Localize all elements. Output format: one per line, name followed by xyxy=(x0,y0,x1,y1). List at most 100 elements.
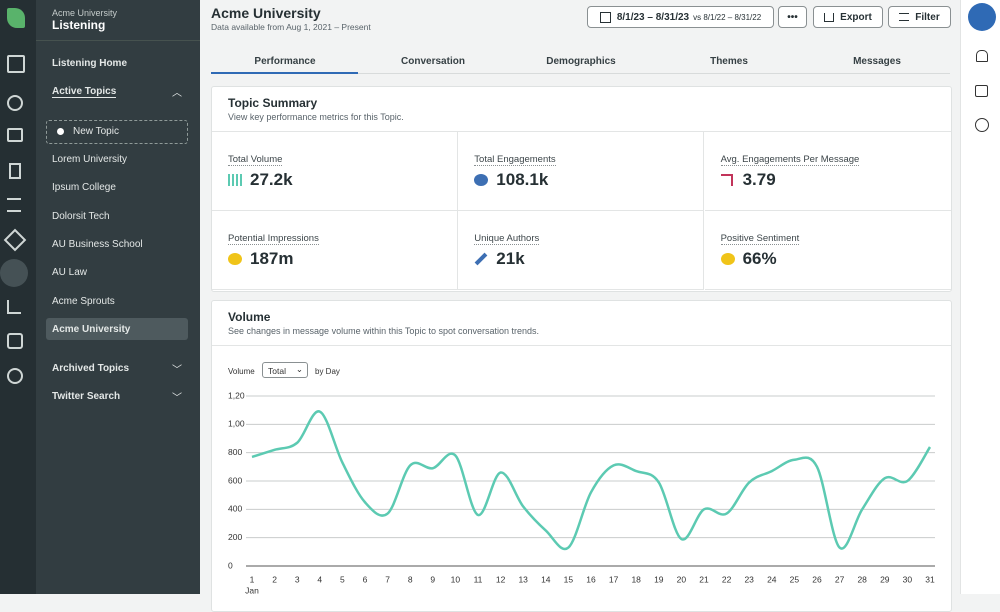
volume-select[interactable]: Total ⌄ xyxy=(262,362,308,378)
metric-label: Total Volume xyxy=(228,154,283,166)
x-tick-label: 24 xyxy=(767,574,777,584)
filter-icon xyxy=(899,13,910,21)
x-tick-label: 18 xyxy=(631,574,641,584)
chevron: ⌄ xyxy=(295,364,303,374)
topic-link[interactable]: Dolorsit Tech xyxy=(52,210,110,222)
metric-icon xyxy=(228,174,242,186)
nav-icon[interactable] xyxy=(7,333,23,349)
volume-line xyxy=(251,410,932,551)
y-tick-label: 1,20 xyxy=(228,390,245,400)
control-label: Volume xyxy=(228,367,255,376)
nav-icon[interactable] xyxy=(9,163,21,179)
new-topic-label: New Topic xyxy=(73,126,119,137)
chevron[interactable]: ﹀ xyxy=(172,393,182,404)
x-tick-label: 22 xyxy=(722,574,732,584)
y-tick-label: 0 xyxy=(228,560,233,570)
metric-icon xyxy=(474,174,489,186)
y-tick-label: 1,00 xyxy=(228,419,245,429)
x-tick-label: 25 xyxy=(790,574,800,584)
x-tick-label: 20 xyxy=(677,574,687,584)
date-range-button[interactable]: 8/1/23 – 8/31/23 vs 8/1/22 – 8/31/22 xyxy=(587,6,774,28)
compose-button[interactable] xyxy=(968,3,996,31)
sidebar-title: Listening xyxy=(52,18,106,32)
page-title: Acme University xyxy=(211,5,321,21)
x-tick-label: 3 xyxy=(295,574,300,584)
x-tick-label: 30 xyxy=(903,574,913,584)
x-tick-label: 16 xyxy=(586,574,596,584)
x-tick-label: 10 xyxy=(451,574,461,584)
nav-link[interactable]: Archived Topics xyxy=(52,363,130,374)
right-rail xyxy=(960,0,1000,594)
export-label: Export xyxy=(840,11,872,23)
topic-selected-bg xyxy=(46,317,188,340)
tab[interactable]: Conversation xyxy=(401,56,465,67)
metric-cell: Unique Authors 21k xyxy=(458,211,705,290)
x-tick-label: 11 xyxy=(474,574,483,584)
x-tick-label: 9 xyxy=(430,574,435,584)
icon-rail xyxy=(0,0,36,594)
topic-link[interactable]: Ipsum College xyxy=(52,182,116,194)
topic-link[interactable]: AU Business School xyxy=(52,238,143,250)
chevron[interactable]: ︿ xyxy=(172,88,182,99)
messages-button[interactable] xyxy=(975,85,988,97)
tab[interactable]: Performance xyxy=(254,56,316,67)
metric-cell: Total Engagements 108.1k xyxy=(458,132,705,211)
topic-link[interactable]: Acme University xyxy=(52,323,131,335)
card-title: Volume xyxy=(228,310,271,324)
x-tick-label: 17 xyxy=(609,574,619,584)
nav-icon[interactable] xyxy=(7,95,23,111)
logo xyxy=(7,8,25,28)
export-button[interactable]: Export xyxy=(813,6,883,28)
nav-link[interactable]: Active Topics xyxy=(52,86,117,98)
notifications-button[interactable] xyxy=(976,50,988,62)
metric-value: 187m xyxy=(250,249,294,268)
y-tick-label: 200 xyxy=(228,532,242,542)
metric-label: Avg. Engagements Per Message xyxy=(720,154,860,166)
nav-icon[interactable] xyxy=(7,198,21,212)
metric-cell: Positive Sentiment 66% xyxy=(704,211,951,290)
card-title: Topic Summary xyxy=(228,96,318,110)
nav-icon[interactable] xyxy=(7,368,23,384)
select-value: Total xyxy=(268,366,286,376)
by-label: by Day xyxy=(315,367,340,376)
tab[interactable]: Messages xyxy=(853,56,901,67)
new-topic-button[interactable]: New Topic xyxy=(46,120,188,144)
tab[interactable]: Themes xyxy=(710,56,748,67)
divider xyxy=(36,40,200,41)
active-tab-indicator xyxy=(211,72,358,74)
nav-icon[interactable] xyxy=(7,128,23,142)
y-tick-label: 800 xyxy=(228,447,242,457)
calendar-icon xyxy=(599,11,611,23)
nav-link[interactable]: Twitter Search xyxy=(52,391,121,402)
metric-cell: Potential Impressions 187m xyxy=(212,211,458,290)
card-subtitle: See changes in message volume within thi… xyxy=(228,326,540,336)
nav-link[interactable]: Listening Home xyxy=(52,58,128,69)
card-subtitle: View key performance metrics for this To… xyxy=(228,112,404,122)
nav-icon[interactable] xyxy=(7,55,25,73)
x-tick-label: 19 xyxy=(654,574,664,584)
more-button[interactable]: ••• xyxy=(778,6,807,28)
topic-link[interactable]: Acme Sprouts xyxy=(52,295,115,307)
x-tick-label: 7 xyxy=(385,574,390,584)
help-button[interactable] xyxy=(975,118,989,132)
tabs-divider xyxy=(211,73,950,74)
metric-cell: Avg. Engagements Per Message 3.79 xyxy=(704,132,951,211)
nav-icon-active[interactable] xyxy=(0,259,28,287)
compare-range: vs 8/1/22 – 8/31/22 xyxy=(693,12,762,22)
x-tick-label: 27 xyxy=(835,574,845,584)
filter-button[interactable]: Filter xyxy=(888,6,951,28)
metric-label: Unique Authors xyxy=(474,233,540,245)
x-tick-label: 31 xyxy=(925,574,935,584)
date-range: 8/1/23 – 8/31/23 xyxy=(616,11,690,23)
x-tick-label: 4 xyxy=(317,574,322,584)
x-tick-label: 14 xyxy=(541,574,551,584)
account: Acme University xyxy=(52,8,118,18)
topic-link[interactable]: AU Law xyxy=(52,267,88,279)
topic-link[interactable]: Lorem University xyxy=(52,154,128,165)
nav-icon[interactable] xyxy=(7,300,21,314)
chevron[interactable]: ﹀ xyxy=(172,365,182,376)
x-tick-label: 13 xyxy=(518,574,528,584)
filter-label: Filter xyxy=(915,11,940,23)
tab[interactable]: Demographics xyxy=(546,56,616,67)
